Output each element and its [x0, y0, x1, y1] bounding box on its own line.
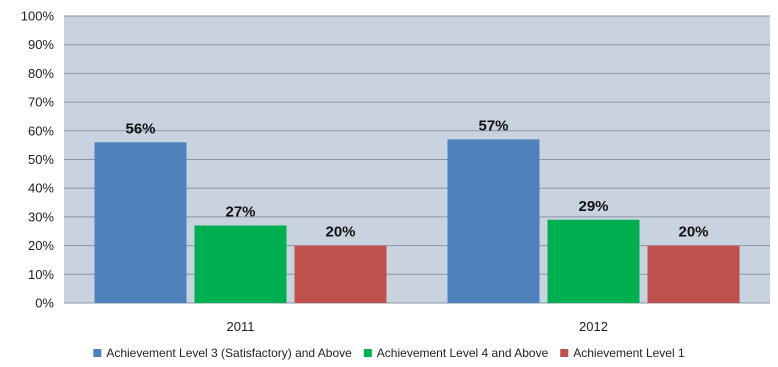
bars — [94, 139, 740, 303]
legend-swatch — [560, 349, 569, 357]
legend-swatch — [363, 349, 372, 357]
bar — [294, 245, 387, 303]
bar-data-label: 20% — [678, 224, 708, 241]
y-tick-label: 60% — [28, 123, 54, 138]
y-tick-label: 20% — [28, 238, 54, 253]
bar-data-label: 29% — [578, 198, 608, 215]
bar — [647, 245, 740, 303]
legend: Achievement Level 3 (Satisfactory) and A… — [93, 346, 685, 360]
y-tick-label: 70% — [28, 95, 54, 110]
bar-data-label: 20% — [325, 224, 355, 241]
y-axis-ticks: 0% 10% 20% 30% 40% 50% 60% 70% 80% 90% 100% — [21, 9, 55, 311]
y-tick-label: 50% — [28, 152, 54, 167]
bar-data-label: 56% — [125, 120, 155, 137]
x-category-label: 2011 — [227, 319, 255, 334]
bar-data-label: 57% — [478, 117, 508, 134]
y-tick-label: 90% — [28, 37, 54, 52]
y-tick-label: 10% — [28, 267, 54, 282]
x-axis-categories: 2011 2012 — [227, 319, 608, 334]
y-tick-label: 30% — [28, 209, 54, 224]
y-tick-label: 40% — [28, 181, 54, 196]
legend-entry-label: Achievement Level 1 — [573, 346, 685, 360]
bar-data-label: 27% — [225, 204, 255, 221]
bar — [547, 219, 640, 303]
bar — [447, 139, 540, 303]
legend-swatch — [93, 349, 102, 357]
data-labels: 56% 27% 20% 57% 29% 20% — [125, 117, 708, 240]
legend-entry-label: Achievement Level 3 (Satisfactory) and A… — [106, 346, 352, 360]
y-tick-label: 80% — [28, 66, 54, 81]
legend-entry-label: Achievement Level 4 and Above — [377, 346, 549, 360]
x-category-label: 2012 — [579, 319, 608, 334]
y-tick-label: 0% — [35, 296, 54, 311]
bar — [194, 225, 287, 303]
bar — [94, 142, 187, 303]
y-tick-label: 100% — [21, 9, 55, 24]
